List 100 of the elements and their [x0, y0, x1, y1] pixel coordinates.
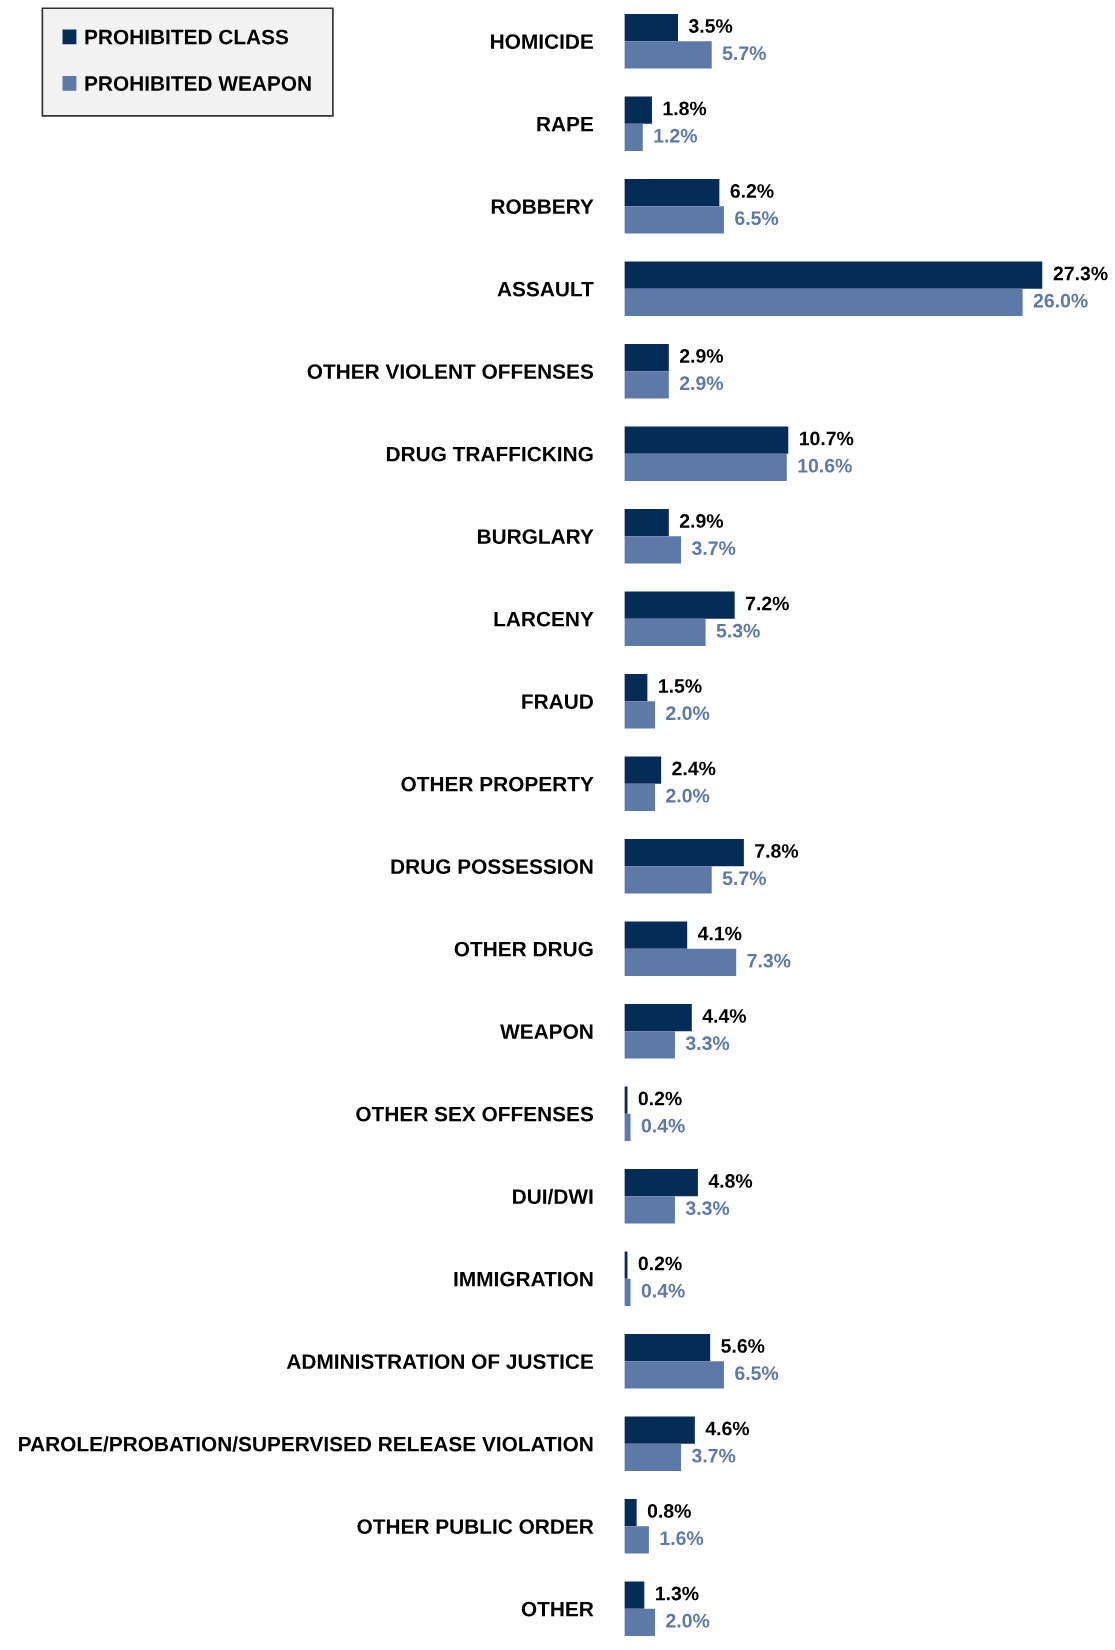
y-tick-label: BURGLARY — [477, 529, 594, 544]
y-tick-label: PAROLE/PROBATION/SUPERVISED RELEASE VIOLATION — [19, 1436, 593, 1452]
data-label: 4.1% — [697, 926, 742, 941]
data-label: 5.6% — [721, 1339, 765, 1353]
data-label: 2.0% — [666, 1613, 710, 1628]
bar — [624, 1608, 656, 1636]
data-label: 10.6% — [798, 458, 852, 473]
y-tick-label: WEAPON — [500, 1024, 593, 1039]
data-label: 10.7% — [799, 431, 854, 446]
bar — [624, 206, 724, 234]
data-label: 4.8% — [708, 1174, 753, 1188]
y-tick-label: ROBBERY — [491, 199, 594, 214]
bar — [624, 1334, 711, 1362]
data-label: 3.3% — [685, 1201, 730, 1216]
data-label: 4.6% — [705, 1421, 750, 1436]
y-tick-label: ADMINISTRATION OF JUSTICE — [286, 1354, 594, 1369]
bar — [624, 1443, 682, 1471]
data-label: 3.7% — [691, 541, 736, 556]
y-tick-label: IMMIGRATION — [454, 1271, 593, 1287]
data-label: 2.0% — [666, 788, 710, 803]
bar — [624, 1169, 698, 1197]
data-label: 4.4% — [702, 1009, 747, 1023]
y-tick-label: RAPE — [537, 116, 594, 132]
bar — [624, 756, 662, 784]
data-label: 0.8% — [647, 1504, 691, 1518]
data-label: 3.7% — [691, 1448, 736, 1463]
data-label: 2.9% — [679, 349, 724, 363]
y-tick-label: OTHER VIOLENT OFFENSES — [307, 364, 594, 379]
y-tick-label: OTHER PROPERTY — [401, 776, 594, 792]
bar — [624, 674, 648, 702]
legend-label: PROHIBITED CLASS — [85, 29, 289, 45]
data-label: 1.3% — [655, 1586, 699, 1601]
bar — [624, 96, 652, 124]
data-label: 1.8% — [663, 101, 707, 116]
bar — [624, 1581, 645, 1609]
data-label: 6.5% — [735, 1366, 779, 1381]
data-label: 7.8% — [755, 844, 799, 858]
data-label: 1.5% — [659, 679, 702, 693]
y-tick-label: DRUG TRAFFICKING — [386, 446, 593, 462]
data-label: 7.2% — [745, 596, 789, 611]
data-label: 5.7% — [722, 871, 766, 886]
data-label: 2.0% — [666, 706, 710, 721]
data-label: 5.7% — [722, 46, 766, 61]
bar — [624, 41, 712, 69]
data-label: 6.5% — [735, 211, 779, 226]
bar — [624, 1526, 649, 1554]
bar — [624, 618, 706, 646]
bar — [624, 591, 735, 619]
data-label: 6.2% — [730, 184, 774, 198]
data-label: 0.2% — [638, 1091, 682, 1106]
bar — [624, 1416, 695, 1444]
y-tick-label: FRAUD — [522, 694, 593, 709]
data-label: 1.6% — [660, 1531, 704, 1546]
data-label: 5.3% — [716, 623, 760, 638]
bar — [624, 1499, 637, 1527]
bar — [624, 344, 669, 372]
y-tick-label: LARCENY — [494, 611, 594, 627]
data-label: 3.5% — [688, 19, 733, 33]
bar — [624, 288, 1023, 316]
data-label: 27.3% — [1053, 266, 1108, 281]
data-label: 2.4% — [672, 761, 716, 776]
y-tick-label: ASSAULT — [497, 281, 594, 297]
data-label: 0.4% — [641, 1118, 685, 1133]
bar — [624, 948, 737, 976]
data-label: 2.9% — [679, 376, 724, 391]
bar — [624, 453, 787, 481]
bar — [624, 921, 688, 949]
y-tick-label: OTHER — [521, 1601, 594, 1617]
legend-label: PROHIBITED WEAPON — [85, 76, 311, 91]
y-tick-label: OTHER SEX OFFENSES — [356, 1106, 594, 1122]
data-label: 26.0% — [1033, 293, 1088, 308]
y-tick-label: OTHER PUBLIC ORDER — [357, 1519, 594, 1534]
bar — [624, 179, 720, 207]
y-tick-label: OTHER DRUG — [454, 941, 593, 957]
bar — [624, 1361, 724, 1389]
bar — [624, 783, 656, 811]
data-label: 7.3% — [747, 953, 791, 968]
y-tick-label: HOMICIDE — [491, 34, 594, 49]
y-tick-label: DRUG POSSESSION — [391, 859, 593, 874]
data-label: 3.3% — [685, 1036, 730, 1051]
bar — [624, 1113, 631, 1141]
data-label: 2.9% — [679, 514, 724, 528]
bar — [624, 701, 656, 729]
bar — [624, 866, 712, 894]
y-tick-label: DUI/DWI — [513, 1188, 593, 1205]
bar — [624, 123, 643, 151]
bar — [624, 426, 789, 454]
bar — [624, 839, 744, 867]
bar — [624, 1004, 692, 1032]
bar — [624, 261, 1043, 289]
bar — [624, 371, 669, 399]
bar — [624, 1031, 675, 1059]
bar — [624, 536, 682, 564]
data-label: 0.2% — [638, 1256, 682, 1271]
bar — [624, 1196, 675, 1224]
bar — [624, 509, 669, 537]
data-label: 0.4% — [641, 1283, 685, 1298]
bar — [624, 14, 679, 42]
bar — [624, 1278, 631, 1306]
data-label: 1.2% — [654, 128, 698, 143]
